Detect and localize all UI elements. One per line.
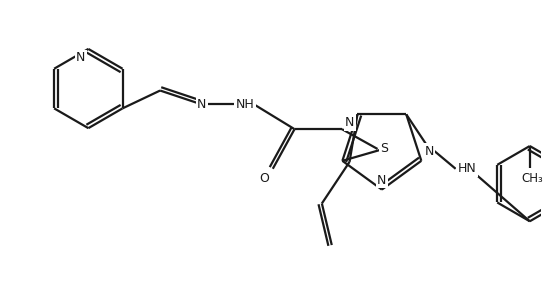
Text: N: N [76,51,85,64]
Text: O: O [259,172,269,185]
Text: NH: NH [236,98,254,111]
Text: HN: HN [458,162,476,175]
Text: S: S [381,142,389,155]
Text: N: N [345,116,354,129]
Text: CH₃: CH₃ [521,172,543,185]
Text: N: N [197,98,206,111]
Text: N: N [377,174,387,186]
Text: N: N [424,145,434,158]
